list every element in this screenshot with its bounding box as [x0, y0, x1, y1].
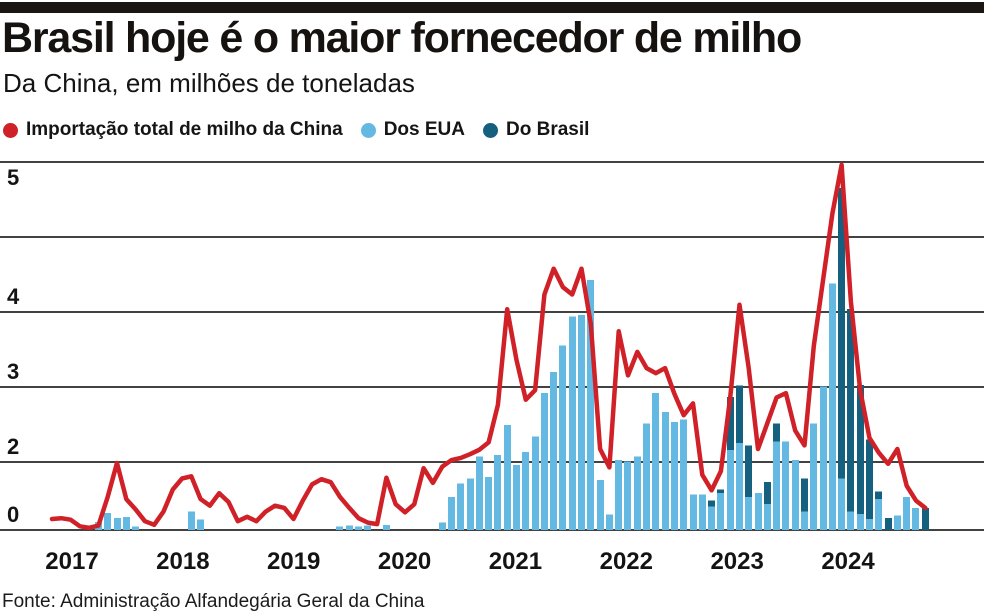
- svg-text:2018: 2018: [156, 548, 209, 575]
- svg-text:2023: 2023: [710, 548, 763, 575]
- svg-text:0: 0: [7, 502, 19, 527]
- svg-text:4: 4: [7, 284, 20, 309]
- red-dot-icon: [3, 122, 18, 138]
- darkblue-dot-icon: [483, 122, 498, 138]
- svg-text:2: 2: [7, 434, 19, 459]
- legend-item-total: Importação total de milho da China: [3, 119, 343, 141]
- top-accent-bar: [0, 2, 984, 13]
- chart-subtitle: Da China, em milhões de toneladas: [3, 68, 415, 98]
- svg-text:3: 3: [7, 359, 19, 384]
- svg-text:2020: 2020: [378, 548, 431, 575]
- lightblue-dot-icon: [360, 122, 376, 138]
- legend-item-eua: Dos EUA: [360, 119, 465, 141]
- svg-text:2017: 2017: [45, 548, 98, 575]
- svg-text:2021: 2021: [489, 548, 542, 575]
- legend-label-eua: Dos EUA: [383, 119, 465, 140]
- page-title: Brasil hoje é o maior fornecedor de milh…: [2, 14, 802, 62]
- legend-item-brasil: Do Brasil: [483, 119, 589, 141]
- svg-text:2024: 2024: [821, 548, 875, 575]
- svg-text:5: 5: [7, 165, 19, 190]
- legend-label-brasil: Do Brasil: [506, 119, 590, 140]
- svg-text:2022: 2022: [600, 548, 653, 575]
- legend-label-total: Importação total de milho da China: [26, 119, 343, 140]
- source-note: Fonte: Administração Alfandegária Geral …: [2, 591, 425, 612]
- legend: Importação total de milho da China Dos E…: [3, 118, 981, 142]
- svg-text:2019: 2019: [267, 548, 320, 575]
